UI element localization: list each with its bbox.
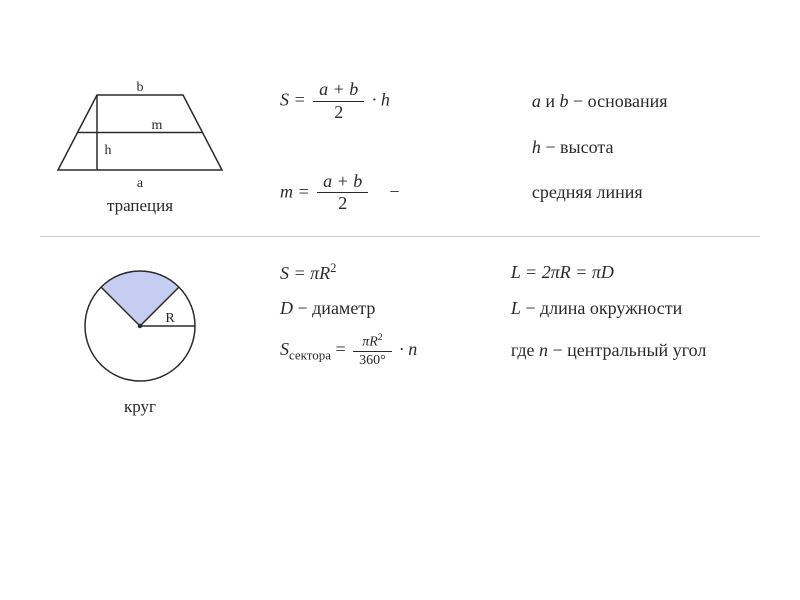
circle-label-r: R xyxy=(165,311,175,326)
trapezoid-svg: b a m h xyxy=(40,80,240,190)
trapezoid-diagram: b a m h трапеция xyxy=(40,80,240,216)
trapezoid-area-formula: S = a + b 2 · h xyxy=(280,80,492,123)
trapezoid-label-h: h xyxy=(105,143,112,158)
trapezoid-section: b a m h трапеция S = a + b 2 · h xyxy=(40,80,760,216)
trapezoid-midline-desc: средняя линия xyxy=(532,182,760,203)
trapezoid-label-a: a xyxy=(137,176,144,190)
trapezoid-height-desc: h − высота xyxy=(532,137,760,158)
circle-circumference-desc: L − длина окружности xyxy=(511,298,760,319)
circle-section: R круг S = πR2 L = 2πR = πD D − диаметр … xyxy=(40,261,760,417)
circle-caption: круг xyxy=(40,397,240,417)
circle-sector-formula: Sсектора = πR2360° · n xyxy=(280,333,471,368)
trapezoid-bases-desc: a и b − основания xyxy=(532,91,760,112)
circle-formulas: S = πR2 L = 2πR = πD D − диаметр L − дли… xyxy=(240,261,760,368)
circle-circumference-formula: L = 2πR = πD xyxy=(511,262,760,283)
circle-sector-desc: где n − центральный угол xyxy=(511,340,760,361)
circle-diameter-desc: D − диаметр xyxy=(280,298,471,319)
trapezoid-midline-formula: m = a + b 2 − xyxy=(280,172,492,215)
circle-svg: R xyxy=(60,261,220,391)
circle-diagram: R круг xyxy=(40,261,240,417)
trapezoid-label-b: b xyxy=(137,80,144,95)
circle-area-formula: S = πR2 xyxy=(280,261,471,284)
trapezoid-formulas: S = a + b 2 · h a и b − основания h − вы… xyxy=(240,80,760,214)
trapezoid-caption: трапеция xyxy=(40,196,240,216)
section-divider xyxy=(40,236,760,237)
trapezoid-label-m: m xyxy=(152,118,163,133)
